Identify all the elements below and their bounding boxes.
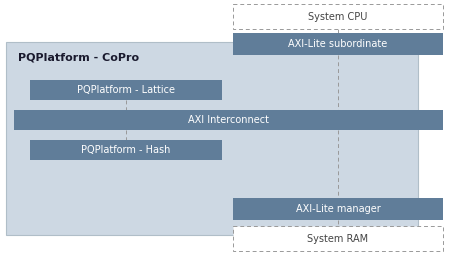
Bar — [30, 140, 222, 160]
Text: AXI-Lite manager: AXI-Lite manager — [296, 204, 380, 214]
Text: PQPlatform - Hash: PQPlatform - Hash — [81, 145, 170, 155]
Bar — [233, 226, 443, 251]
Text: AXI Interconnect: AXI Interconnect — [188, 115, 269, 125]
Text: PQPlatform - CoPro: PQPlatform - CoPro — [18, 53, 139, 63]
Bar — [6, 42, 418, 235]
Bar — [233, 4, 443, 29]
Bar — [14, 110, 443, 130]
Bar — [30, 80, 222, 100]
Text: PQPlatform - Lattice: PQPlatform - Lattice — [77, 85, 175, 95]
Text: System RAM: System RAM — [308, 234, 368, 243]
Text: AXI-Lite subordinate: AXI-Lite subordinate — [288, 39, 388, 49]
Bar — [233, 33, 443, 55]
Text: System CPU: System CPU — [308, 11, 368, 21]
Bar — [233, 198, 443, 220]
